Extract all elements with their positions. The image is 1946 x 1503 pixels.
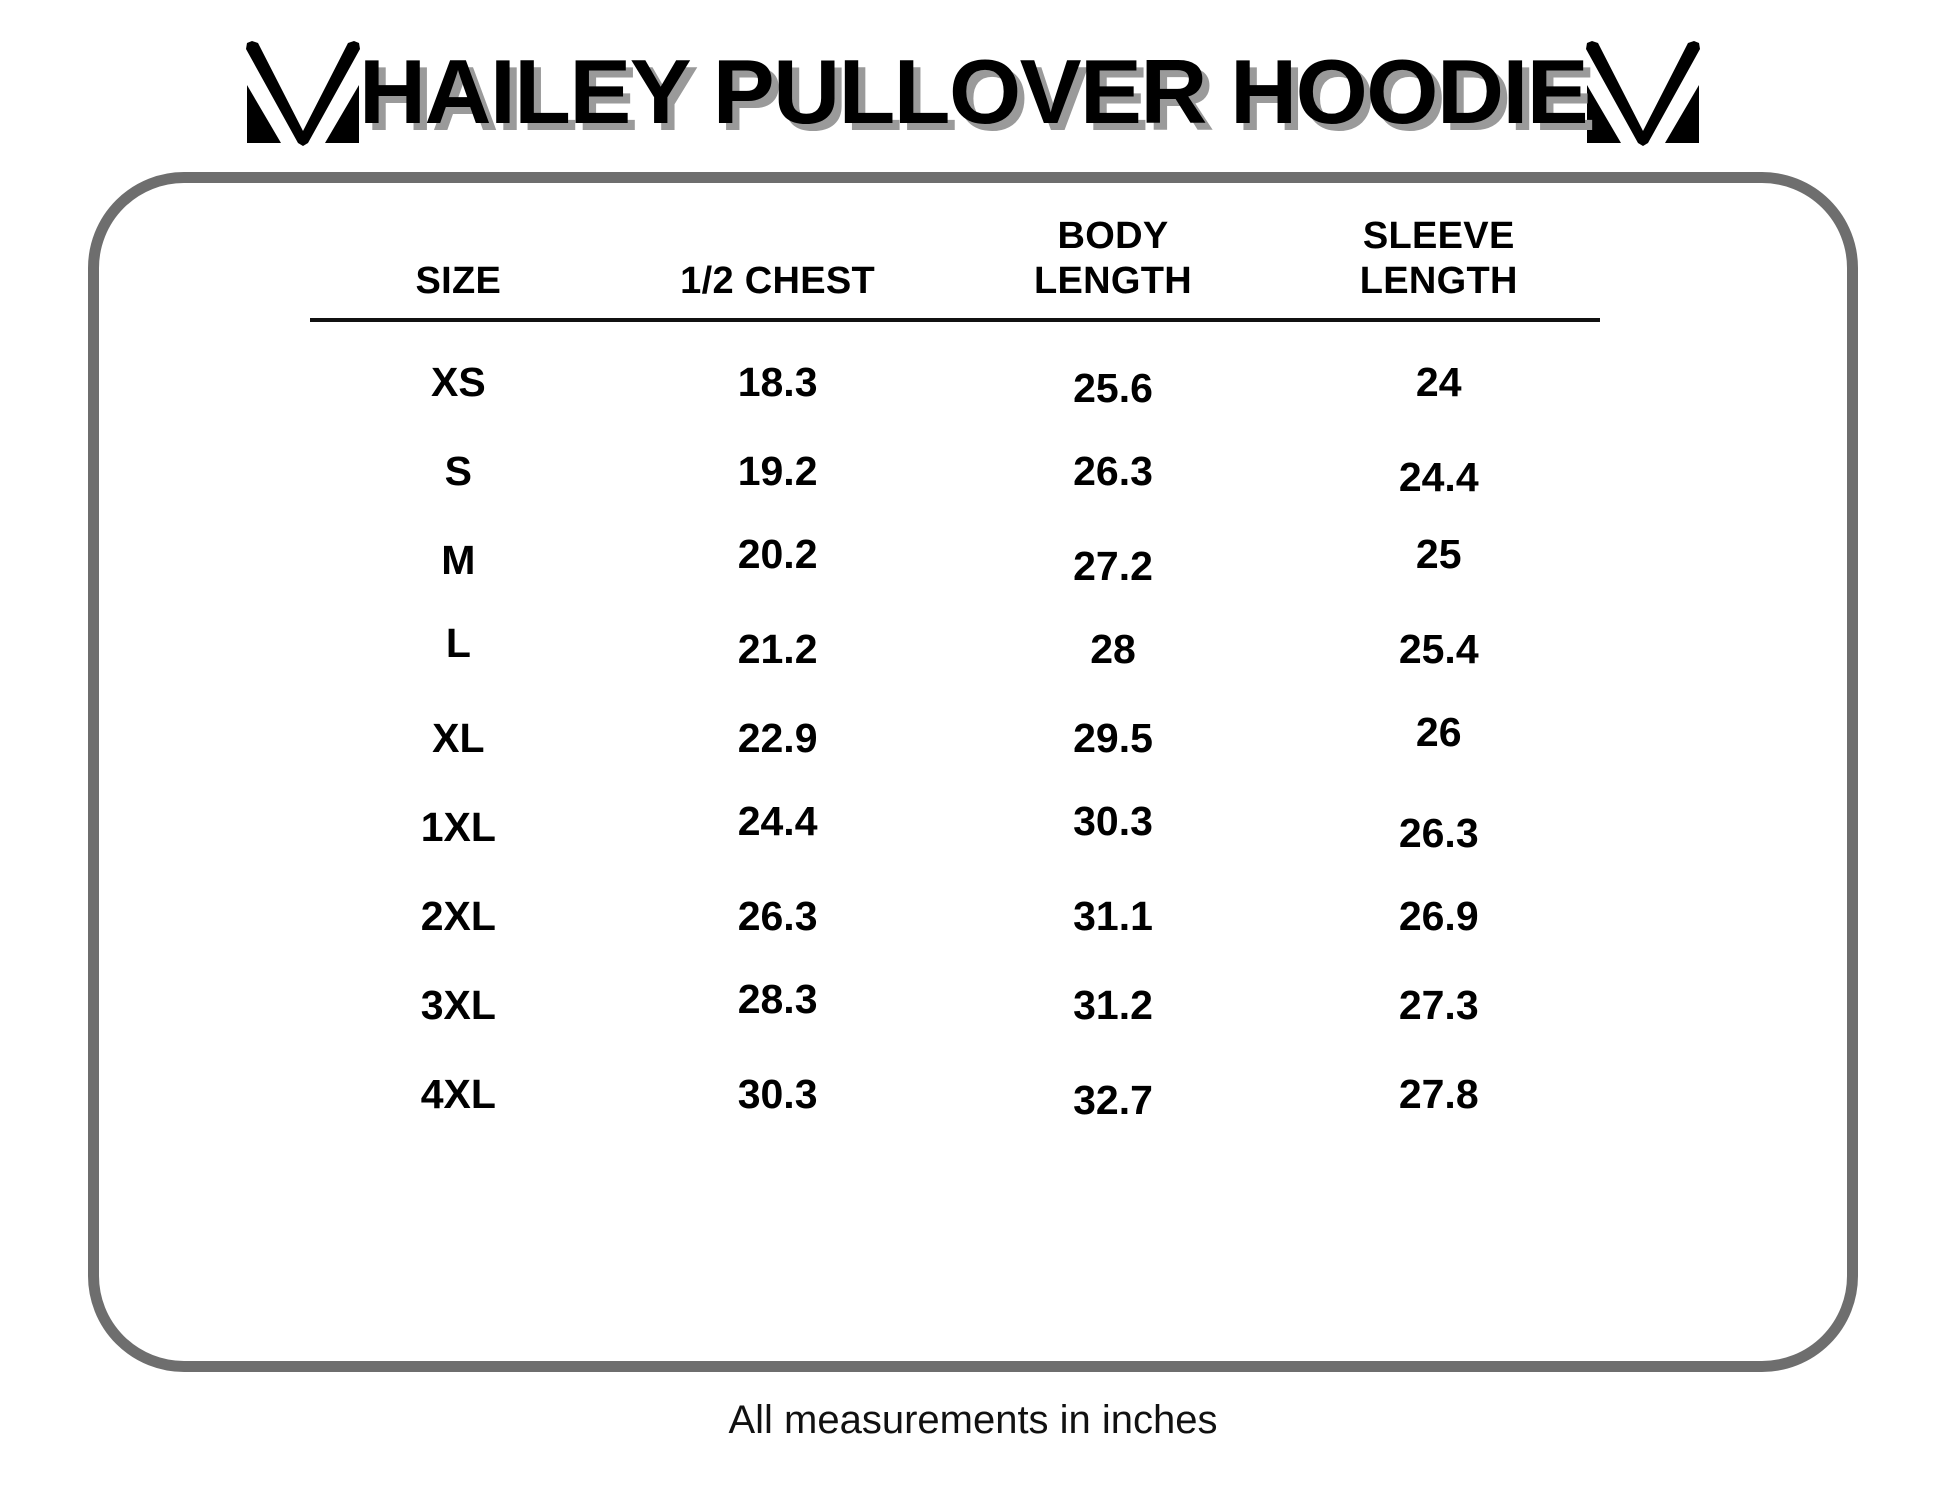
- cell-body-length: 31.2: [1073, 982, 1153, 1028]
- cell-half-chest: 22.9: [737, 715, 818, 761]
- column-header-size: SIZE: [310, 196, 607, 320]
- cell-body-length: 29.5: [1073, 715, 1153, 761]
- table-header: SIZE 1/2 CHEST BODY LENGTH SLEEVE LENGTH: [310, 196, 1600, 320]
- cell-half-chest: 26.3: [737, 893, 818, 939]
- column-header-body-length-line2: LENGTH: [1033, 260, 1192, 303]
- cell-half-chest: 21.2: [737, 626, 818, 672]
- table-row: XL 22.9 29.5 26: [310, 694, 1600, 783]
- cell-half-chest: 19.2: [737, 448, 818, 494]
- cell-body-length: 25.6: [1073, 365, 1153, 411]
- size-chart-card: [88, 172, 1858, 1372]
- cell-size: 1XL: [420, 804, 496, 850]
- cell-sleeve-length: 26: [1415, 709, 1462, 755]
- table-row: L 21.2 28 25.4: [310, 605, 1600, 694]
- cell-half-chest: 28.3: [737, 976, 818, 1022]
- cell-body-length: 31.1: [1073, 893, 1153, 939]
- measurement-units-note: All measurements in inches: [728, 1398, 1218, 1442]
- cell-body-length: 30.3: [1073, 798, 1153, 844]
- cell-body-length: 28: [1090, 626, 1136, 672]
- cell-sleeve-length: 24.4: [1398, 454, 1479, 500]
- size-chart-table-container: SIZE 1/2 CHEST BODY LENGTH SLEEVE LENGTH…: [310, 196, 1600, 1139]
- brand-chevron-logo-left: [245, 40, 360, 146]
- table-body: XS 18.3 25.6 24 S 19.2 26.3 24.4 M 20.2 …: [310, 320, 1600, 1139]
- cell-half-chest: 20.2: [737, 531, 818, 577]
- cell-size: 2XL: [420, 893, 496, 939]
- cell-size: XL: [432, 715, 485, 761]
- cell-size: 4XL: [420, 1071, 496, 1117]
- cell-size: 3XL: [420, 982, 496, 1028]
- size-chart-table: SIZE 1/2 CHEST BODY LENGTH SLEEVE LENGTH…: [310, 196, 1600, 1139]
- table-row: 4XL 30.3 32.7 27.8: [310, 1050, 1600, 1139]
- page-header: HAILEY PULLOVER HOODIE: [0, 30, 1946, 155]
- cell-body-length: 32.7: [1073, 1077, 1153, 1123]
- column-header-body-length: BODY LENGTH: [949, 196, 1278, 320]
- column-header-sleeve-length-line1: SLEEVE: [1362, 215, 1515, 258]
- cell-sleeve-length: 25: [1415, 531, 1462, 577]
- brand-chevron-logo-right: [1586, 40, 1701, 146]
- column-header-sleeve-length: SLEEVE LENGTH: [1277, 196, 1600, 320]
- cell-sleeve-length: 26.9: [1398, 893, 1479, 939]
- cell-size: S: [444, 448, 473, 494]
- cell-body-length: 27.2: [1073, 543, 1153, 589]
- table-row: 2XL 26.3 31.1 26.9: [310, 872, 1600, 961]
- cell-half-chest: 18.3: [737, 359, 818, 405]
- cell-sleeve-length: 27.8: [1398, 1071, 1479, 1117]
- cell-sleeve-length: 24: [1415, 359, 1462, 405]
- page-title: HAILEY PULLOVER HOODIE: [358, 42, 1589, 143]
- cell-body-length: 26.3: [1073, 448, 1153, 494]
- table-header-row: SIZE 1/2 CHEST BODY LENGTH SLEEVE LENGTH: [310, 196, 1600, 320]
- cell-sleeve-length: 26.3: [1398, 810, 1479, 856]
- cell-half-chest: 30.3: [737, 1071, 818, 1117]
- cell-sleeve-length: 25.4: [1398, 626, 1479, 672]
- column-header-half-chest-line1: 1/2 CHEST: [680, 260, 876, 303]
- cell-sleeve-length: 27.3: [1398, 982, 1479, 1028]
- cell-half-chest: 24.4: [737, 798, 818, 844]
- table-row: 3XL 28.3 31.2 27.3: [310, 961, 1600, 1050]
- table-row: S 19.2 26.3 24.4: [310, 427, 1600, 516]
- column-header-size-line1: SIZE: [415, 260, 502, 303]
- column-header-sleeve-length-line2: LENGTH: [1359, 260, 1518, 303]
- table-row: 1XL 24.4 30.3 26.3: [310, 783, 1600, 872]
- column-header-half-chest: 1/2 CHEST: [607, 196, 949, 320]
- table-row: XS 18.3 25.6 24: [310, 320, 1600, 427]
- cell-size: XS: [430, 359, 486, 405]
- column-header-body-length-line1: BODY: [1057, 215, 1169, 258]
- table-row: M 20.2 27.2 25: [310, 516, 1600, 605]
- cell-size: L: [445, 620, 471, 666]
- cell-size: M: [441, 537, 476, 583]
